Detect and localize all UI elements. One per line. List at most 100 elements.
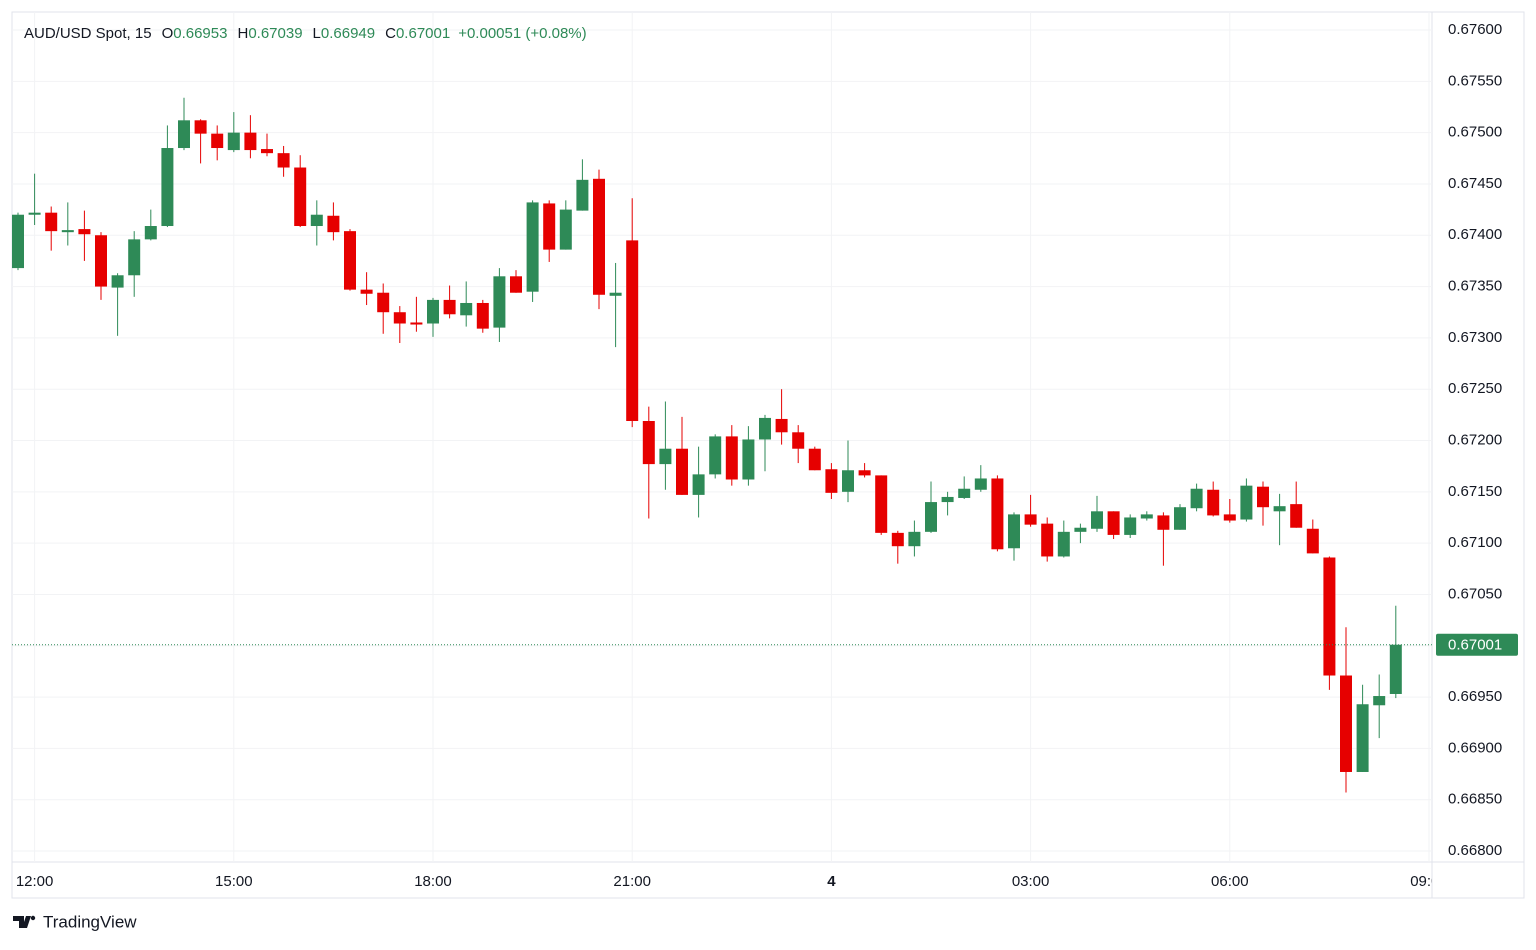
candle-body: [1356, 704, 1369, 772]
candle-body: [775, 418, 788, 433]
candle-body: [1306, 528, 1319, 554]
candle-body: [626, 240, 639, 422]
candle-body: [759, 417, 771, 440]
candle-body: [891, 532, 904, 547]
candle-body: [676, 448, 688, 495]
y-tick-label: 0.67200: [1448, 431, 1502, 448]
x-tick-label: 4: [827, 873, 836, 890]
candle-body: [875, 475, 888, 533]
y-tick-label: 0.67300: [1448, 329, 1502, 346]
x-tick-label: 15:00: [215, 873, 253, 890]
candle-body: [709, 436, 722, 475]
time-axis: 12:00 15:00 18:00 21:00 4 03:00 06:00 09:00: [16, 873, 1448, 890]
candle-body: [12, 214, 24, 269]
candle-body: [1124, 517, 1137, 535]
price-axis: 0.668000.668500.669000.669500.670000.670…: [1448, 21, 1502, 859]
candle-body: [1340, 675, 1352, 772]
chart-frame: [11, 11, 1525, 899]
field-label: O: [162, 25, 174, 42]
candle-body: [1373, 696, 1386, 706]
y-tick-label: 0.66850: [1448, 791, 1502, 808]
last-price-tag: [1436, 633, 1518, 656]
candle-body: [925, 502, 937, 532]
field-value: 0.66949: [321, 25, 375, 42]
candle-body: [61, 230, 74, 233]
y-tick-label: 0.67450: [1448, 175, 1502, 192]
change: +0.00051 (+0.08%): [458, 25, 586, 42]
field-label: L: [313, 25, 321, 42]
candle-body: [144, 226, 157, 240]
candle-body: [360, 289, 373, 294]
candle-body: [344, 231, 356, 290]
candle-body: [808, 448, 821, 471]
candle-body: [692, 474, 705, 495]
candle-body: [1223, 514, 1236, 521]
candle-body: [244, 132, 257, 151]
candle-body: [1140, 514, 1153, 519]
candle-body: [1240, 485, 1253, 520]
y-tick-label: 0.67250: [1448, 380, 1502, 397]
candle-body: [227, 132, 240, 151]
y-tick-label: 0.67150: [1448, 483, 1502, 500]
candle-body: [277, 153, 290, 168]
candle-body: [858, 470, 871, 476]
y-tick-label: 0.67600: [1448, 21, 1502, 38]
candle-body: [941, 496, 954, 503]
candle-body: [991, 478, 1004, 550]
candle-body: [410, 322, 423, 325]
candle-body: [609, 292, 622, 296]
candle-body: [1074, 527, 1087, 532]
candle-body: [261, 149, 273, 154]
last-price-label: 0.67001: [1448, 637, 1502, 654]
candle-body: [742, 439, 755, 480]
candle-body: [908, 531, 921, 547]
candle-body: [1207, 489, 1220, 516]
y-tick-label: 0.66900: [1448, 739, 1502, 756]
y-tick-label: 0.67400: [1448, 226, 1502, 243]
logo-mark: [13, 916, 31, 928]
candle-body: [493, 276, 506, 328]
branding: TradingView: [43, 912, 137, 931]
candle-body: [593, 178, 605, 295]
y-tick-label: 0.66950: [1448, 688, 1502, 705]
field-value: 0.67001: [396, 25, 450, 42]
candle-body: [1107, 511, 1120, 535]
grid: [12, 12, 1432, 862]
candle-body: [1190, 488, 1203, 509]
candle-body: [327, 215, 340, 233]
candle-body: [460, 302, 473, 316]
candle-body: [1290, 504, 1303, 528]
candle-body: [194, 120, 207, 134]
candle-body: [1389, 644, 1402, 694]
candle-body: [78, 229, 91, 235]
candle-body: [178, 120, 190, 149]
candle-body: [1057, 531, 1070, 557]
header: AUD/USD Spot, 15 O0.66953 H0.67039 L0.66949…: [24, 25, 587, 42]
candle-body: [1024, 514, 1037, 525]
x-tick-label: 21:00: [613, 873, 651, 890]
logo-dot: [30, 915, 36, 921]
candle-body: [377, 292, 390, 313]
logo: TradingView: [13, 912, 137, 931]
candle-body: [476, 302, 489, 329]
candle-body: [543, 203, 556, 250]
x-tick-label: 09:00: [1410, 873, 1448, 890]
x-tick-label: 03:00: [1012, 873, 1050, 890]
candle-body: [842, 470, 854, 492]
candle-body: [1174, 507, 1186, 530]
candle-body: [161, 148, 174, 227]
candle-body: [1091, 511, 1103, 529]
y-tick-label: 0.67350: [1448, 278, 1502, 295]
candle-body: [1157, 515, 1170, 530]
candle-body: [958, 488, 971, 498]
field-label: C: [385, 25, 396, 42]
y-tick-label: 0.67500: [1448, 124, 1502, 141]
field-label: H: [237, 25, 248, 42]
candle-body: [825, 469, 838, 493]
candle-body: [792, 432, 805, 449]
candle-body: [642, 421, 655, 465]
y-tick-label: 0.67550: [1448, 72, 1502, 89]
candle-body: [443, 299, 456, 315]
field-value: 0.66953: [173, 25, 227, 42]
